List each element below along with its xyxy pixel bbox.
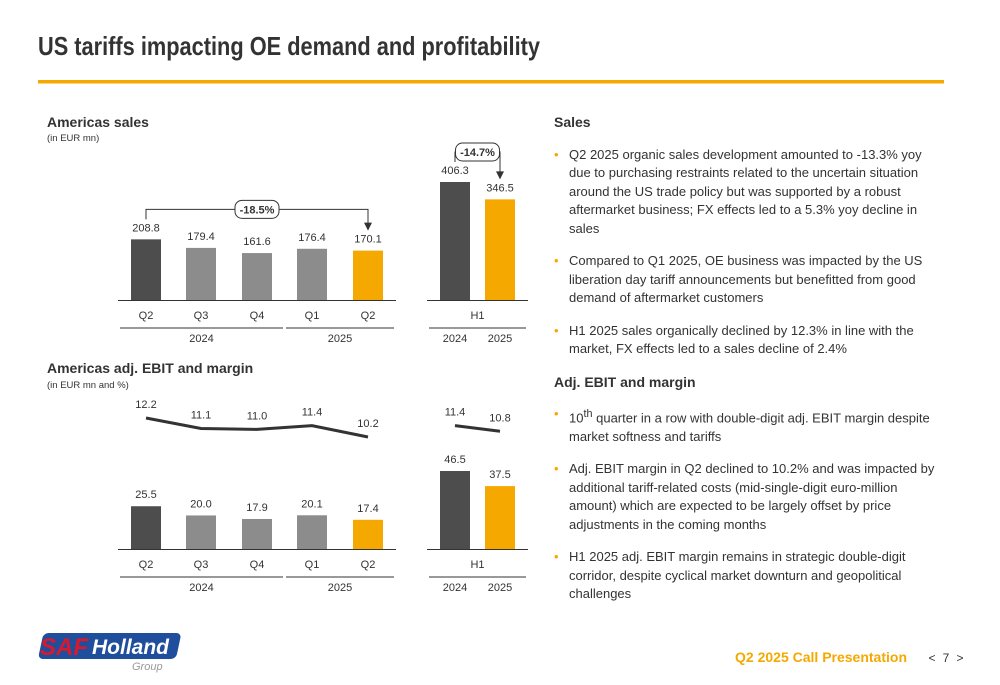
change-arrow [496, 171, 504, 180]
x-tick-label: Q4 [250, 310, 265, 322]
change-badge [455, 142, 500, 162]
bar-value-label: 37.5 [489, 469, 510, 481]
x-tick-label: 2025 [488, 333, 512, 345]
bullet: H1 2025 sales organically declined by 12… [554, 322, 946, 359]
bar [242, 518, 272, 549]
bar [297, 248, 327, 300]
margin-label: 10.8 [489, 412, 510, 424]
bullet-list: 10th quarter in a row with double-digit … [554, 405, 946, 604]
bar-value-label: 20.0 [190, 498, 211, 510]
x-tick-label: Q2 [361, 310, 376, 322]
change-badge [234, 199, 280, 219]
bullet: 10th quarter in a row with double-digit … [554, 405, 946, 446]
x-tick-label: 2024 [443, 582, 467, 594]
section-heading: Sales [554, 114, 591, 130]
bar-value-label: 346.5 [486, 182, 514, 194]
group-label: 2025 [328, 333, 352, 345]
logo-name: Holland [92, 636, 170, 659]
margin-label: 10.2 [357, 418, 378, 430]
bullet: H1 2025 adj. EBIT margin remains in stra… [554, 548, 946, 604]
group-label: 2024 [189, 333, 213, 345]
group-label: H1 [470, 310, 484, 322]
section-heading: Adj. EBIT and margin [554, 373, 696, 390]
bar [131, 239, 161, 300]
bar [440, 182, 470, 300]
bar-value-label: 20.1 [301, 498, 322, 510]
bar-value-label: 17.4 [357, 503, 378, 515]
margin-line [145, 416, 369, 439]
bar-value-label: 161.6 [243, 236, 271, 248]
bar-value-label: 179.4 [187, 231, 215, 243]
logo-badge [38, 633, 181, 659]
next-page[interactable]: > [956, 651, 963, 665]
bar [186, 515, 216, 549]
bar [297, 515, 327, 549]
bar [186, 247, 216, 300]
bar [242, 253, 272, 300]
bar [440, 471, 470, 549]
bar-value-label: 176.4 [298, 232, 326, 244]
prev-page[interactable]: < [928, 651, 935, 665]
bullet: Compared to Q1 2025, OE business was imp… [554, 252, 946, 308]
group-label: 2024 [189, 582, 213, 594]
margin-label: 11.4 [445, 407, 466, 419]
change-label: -18.5% [240, 204, 275, 216]
x-tick-label: Q3 [194, 310, 209, 322]
margin-label: 11.1 [191, 409, 212, 421]
x-tick-label: Q2 [139, 559, 154, 571]
margin-line [454, 424, 501, 433]
logo: SAF Holland Group [38, 633, 181, 673]
bar-value-label: 17.9 [246, 502, 267, 514]
group-label: 2025 [328, 582, 352, 594]
bar-value-label: 46.5 [444, 454, 465, 466]
bar [485, 486, 515, 549]
bar [353, 250, 383, 300]
bullet-text: quarter in a row with double-digit adj. … [569, 410, 930, 444]
bar [353, 519, 383, 549]
margin-label: 11.0 [247, 410, 268, 422]
title-rule [38, 80, 944, 84]
x-tick-label: Q1 [305, 310, 320, 322]
change-label: -14.7% [460, 147, 495, 159]
chart-subtitle: (in EUR mn) [47, 133, 99, 144]
bar-value-label: 25.5 [135, 489, 156, 501]
margin-label: 12.2 [135, 399, 156, 411]
chart-title: Americas adj. EBIT and margin [47, 360, 253, 376]
bar [131, 506, 161, 549]
bullet-superscript: th [583, 408, 593, 420]
slide-title: US tariffs impacting OE demand and profi… [38, 31, 540, 61]
bar-value-label: 170.1 [354, 234, 382, 246]
bullet: Adj. EBIT margin in Q2 declined to 10.2%… [554, 460, 946, 534]
logo-group: Group [132, 661, 163, 673]
x-tick-label: 2024 [443, 333, 467, 345]
x-tick-label: Q1 [305, 559, 320, 571]
change-arrow [364, 222, 372, 231]
margin-label: 11.4 [302, 407, 323, 419]
x-tick-label: Q4 [250, 559, 265, 571]
page-number: 7 [943, 651, 950, 665]
chart-title: Americas sales [47, 114, 149, 130]
bullet-number: 10 [569, 410, 584, 426]
bullet: Q2 2025 organic sales development amount… [554, 146, 946, 239]
commentary: Sales Q2 2025 organic sales development a… [554, 113, 946, 618]
x-tick-label: 2025 [488, 582, 512, 594]
x-tick-label: Q3 [194, 559, 209, 571]
x-tick-label: Q2 [361, 559, 376, 571]
bar-value-label: 406.3 [441, 165, 469, 177]
bullet-list: Q2 2025 organic sales development amount… [554, 146, 946, 359]
group-label: H1 [470, 559, 484, 571]
chart-subtitle: (in EUR mn and %) [47, 380, 129, 391]
logo-brand: SAF [40, 634, 89, 661]
bar-value-label: 208.8 [132, 222, 160, 234]
x-tick-label: Q2 [139, 310, 154, 322]
bar [485, 199, 515, 300]
footer-title: Q2 2025 Call Presentation [735, 649, 907, 665]
